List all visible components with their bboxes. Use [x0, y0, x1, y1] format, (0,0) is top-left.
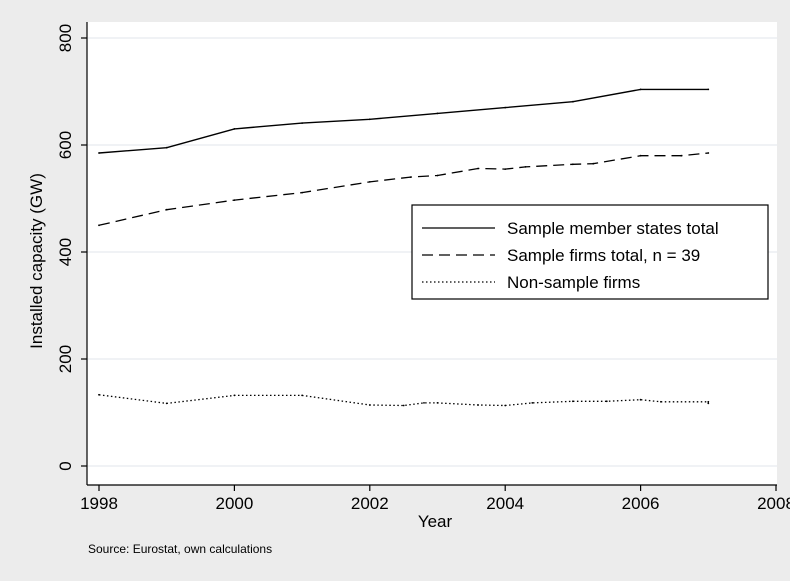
- data-point-1-11: [592, 162, 595, 165]
- legend-label-1: Sample firms total, n = 39: [507, 246, 700, 265]
- data-point-2-5: [402, 404, 405, 407]
- legend: Sample member states total Sample firms t…: [411, 204, 769, 300]
- data-point-1-10: [572, 163, 574, 166]
- data-point-0-0: [98, 152, 100, 154]
- data-point-2-6: [423, 402, 425, 404]
- data-point-1-2: [233, 199, 236, 202]
- y-tick-label-3: 600: [56, 131, 75, 159]
- x-tick-label-0: 1998: [80, 494, 118, 513]
- data-point-2-13: [639, 398, 642, 401]
- data-point-0-8: [639, 88, 642, 91]
- source-note: Source: Eurostat, own calculations: [88, 542, 272, 556]
- data-point-2-2: [233, 394, 236, 397]
- data-point-0-3: [301, 122, 303, 124]
- data-point-2-12: [605, 400, 608, 403]
- data-point-2-11: [572, 400, 574, 403]
- data-point-0-1: [165, 146, 168, 149]
- legend-box: [411, 204, 769, 300]
- data-point-1-6: [436, 174, 439, 177]
- data-point-0-5: [436, 112, 439, 115]
- data-point-1-7: [477, 167, 479, 170]
- data-point-2-0: [98, 393, 100, 396]
- data-point-2-14: [660, 400, 662, 403]
- data-point-1-13: [680, 154, 683, 157]
- data-point-0-2: [233, 127, 236, 130]
- data-point-2-7: [436, 402, 439, 404]
- data-point-2-16: [707, 402, 710, 405]
- x-axis-title: Year: [418, 512, 453, 531]
- x-tick-label-5: 2008: [757, 494, 790, 513]
- legend-label-2: Non-sample firms: [507, 273, 640, 292]
- data-point-1-5: [409, 176, 412, 179]
- data-point-1-14: [707, 152, 710, 154]
- x-tick-label-3: 2004: [486, 494, 524, 513]
- x-tick-label-1: 2000: [215, 494, 253, 513]
- legend-label-0: Sample member states total: [507, 219, 719, 238]
- series-lines: [98, 88, 710, 407]
- data-point-1-9: [524, 166, 527, 168]
- data-point-2-8: [477, 404, 479, 406]
- data-point-0-9: [707, 88, 710, 91]
- series-line-0: [98, 88, 709, 154]
- data-point-1-8: [504, 168, 507, 171]
- data-point-0-7: [572, 100, 574, 103]
- data-point-0-6: [504, 106, 507, 109]
- data-point-1-12: [639, 154, 642, 157]
- data-point-2-1: [165, 402, 168, 405]
- data-point-2-15: [707, 400, 710, 403]
- x-tick-label-4: 2006: [622, 494, 660, 513]
- data-point-1-3: [301, 191, 303, 194]
- y-axis-title: Installed capacity (GW): [27, 173, 46, 349]
- data-point-1-4: [368, 181, 371, 183]
- data-point-2-9: [504, 404, 507, 407]
- y-tick-label-0: 0: [56, 461, 75, 470]
- x-tick-label-2: 2002: [351, 494, 389, 513]
- y-tick-label-2: 400: [56, 238, 75, 266]
- data-point-2-3: [301, 394, 303, 397]
- data-point-2-10: [531, 402, 534, 404]
- y-tick-label-4: 800: [56, 24, 75, 52]
- data-point-1-0: [98, 224, 100, 227]
- data-point-0-4: [368, 118, 371, 121]
- axes: 0 200 400 600 800 1998 2000 2002 2004 2006 2008: [56, 22, 790, 513]
- y-tick-label-1: 200: [56, 345, 75, 373]
- data-point-1-1: [165, 208, 168, 211]
- data-point-2-4: [368, 404, 371, 406]
